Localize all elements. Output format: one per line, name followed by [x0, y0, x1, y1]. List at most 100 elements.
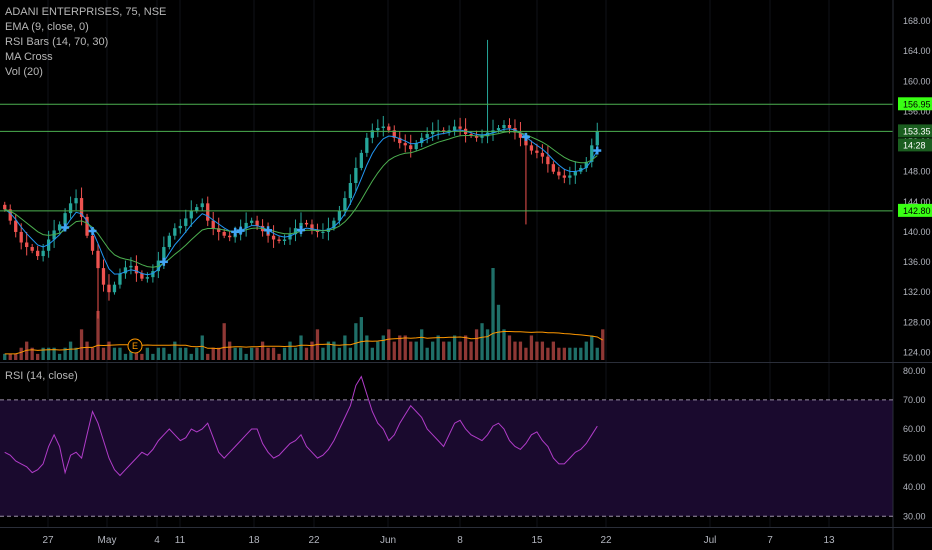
price-badges: 156.95 153.35 14:28 142.80: [898, 97, 932, 217]
candle: [420, 132, 424, 147]
rsi-tick-label-1: 40.00: [903, 482, 926, 492]
candle: [540, 144, 545, 164]
volume-bar: [403, 335, 407, 360]
volume-bar: [184, 347, 188, 360]
price-tick-label-3: 136.00: [903, 257, 931, 267]
candle-body: [431, 131, 435, 135]
candles: [3, 39, 599, 319]
candle: [30, 244, 34, 254]
candle-body: [68, 203, 73, 214]
time-tick-label-12: 13: [823, 535, 835, 546]
volume-bar: [14, 353, 18, 360]
candle-body: [420, 137, 424, 144]
volume-bar: [507, 335, 512, 360]
rsi-panel-title[interactable]: RSI (14, close): [5, 370, 78, 382]
candle-body: [46, 239, 51, 251]
candle-body: [392, 130, 396, 138]
candle: [145, 272, 150, 283]
price-tick-label-1: 128.00: [903, 317, 931, 327]
candle-body: [398, 137, 402, 144]
candle: [392, 125, 396, 142]
time-tick-label-9: 22: [600, 535, 612, 546]
volume-bar: [529, 335, 534, 360]
candle: [365, 132, 369, 157]
volume-bar: [46, 347, 51, 360]
symbol-title[interactable]: ADANI ENTERPRISES, 75, NSE: [5, 6, 167, 18]
candle-body: [8, 209, 12, 221]
candle: [546, 146, 550, 173]
candle: [195, 204, 199, 214]
volume-bar: [332, 341, 336, 360]
candle: [140, 270, 144, 282]
legend-ma-cross[interactable]: MA Cross: [5, 51, 53, 63]
candle-body: [524, 137, 528, 146]
candle: [535, 143, 539, 159]
candle-body: [200, 203, 204, 208]
rsi-tick-label-4: 70.00: [903, 395, 926, 405]
candle-body: [217, 228, 221, 232]
candle-body: [178, 225, 182, 229]
volume-bar: [431, 341, 435, 360]
volume-bar: [343, 335, 347, 360]
candle-body: [255, 220, 259, 226]
event-marker[interactable]: E: [127, 338, 143, 354]
volume-bar: [337, 347, 342, 360]
candle-body: [189, 210, 193, 219]
candle-body: [403, 143, 407, 146]
volume-bar: [392, 341, 396, 360]
volume-bar: [167, 353, 171, 360]
candle-body: [145, 277, 150, 279]
legend-ema[interactable]: EMA (9, close, 0): [5, 21, 89, 33]
volume-bar: [282, 347, 287, 360]
volume-bar: [118, 347, 122, 360]
volume-bar: [387, 329, 391, 360]
candle-body: [112, 284, 117, 293]
candle: [200, 198, 204, 212]
candle-body: [211, 220, 215, 229]
candle: [293, 219, 298, 242]
candle: [8, 204, 12, 225]
candle-body: [348, 183, 353, 199]
volume-bar: [436, 335, 440, 360]
candle: [381, 115, 385, 137]
volume-bar: [63, 347, 67, 360]
volume-bar: [260, 341, 265, 360]
legend-vol[interactable]: Vol (20): [5, 66, 43, 78]
candle-body: [36, 250, 40, 257]
candle-body: [304, 222, 309, 225]
rsi-tick-label-2: 50.00: [903, 453, 926, 463]
volume-bar: [271, 347, 276, 360]
candle-body: [387, 126, 391, 131]
candle-body: [310, 224, 314, 231]
volume-bar: [398, 335, 402, 360]
candle: [107, 274, 111, 301]
candle-body: [595, 131, 599, 146]
ma-cross-marker: [264, 226, 273, 235]
volume-bar: [304, 347, 309, 360]
candle: [277, 236, 281, 244]
candle-body: [19, 231, 23, 243]
price-tick-label-11: 168.00: [903, 16, 931, 26]
candle-body: [74, 198, 78, 204]
volume-bar: [326, 341, 331, 360]
volume-bar: [447, 341, 451, 360]
candle-body: [96, 250, 100, 269]
candle: [458, 117, 462, 136]
volume-bar: [41, 347, 45, 360]
candle: [211, 211, 215, 236]
volume-ma-line: [4, 331, 603, 355]
price-tick-label-4: 140.00: [903, 227, 931, 237]
volume-bar: [173, 341, 177, 360]
ma-cross-marker: [297, 225, 305, 234]
candle-body: [123, 267, 128, 274]
volume-bar: [513, 341, 517, 360]
candle: [414, 140, 418, 152]
candle-body: [557, 171, 561, 176]
candle-body: [562, 175, 566, 178]
countdown-badge: 14:28: [898, 138, 932, 152]
rsi-tick-label-5: 80.00: [903, 366, 926, 376]
candle-body: [540, 152, 545, 157]
candle-body: [101, 268, 106, 285]
legend-rsi-bars[interactable]: RSI Bars (14, 70, 30): [5, 36, 109, 48]
